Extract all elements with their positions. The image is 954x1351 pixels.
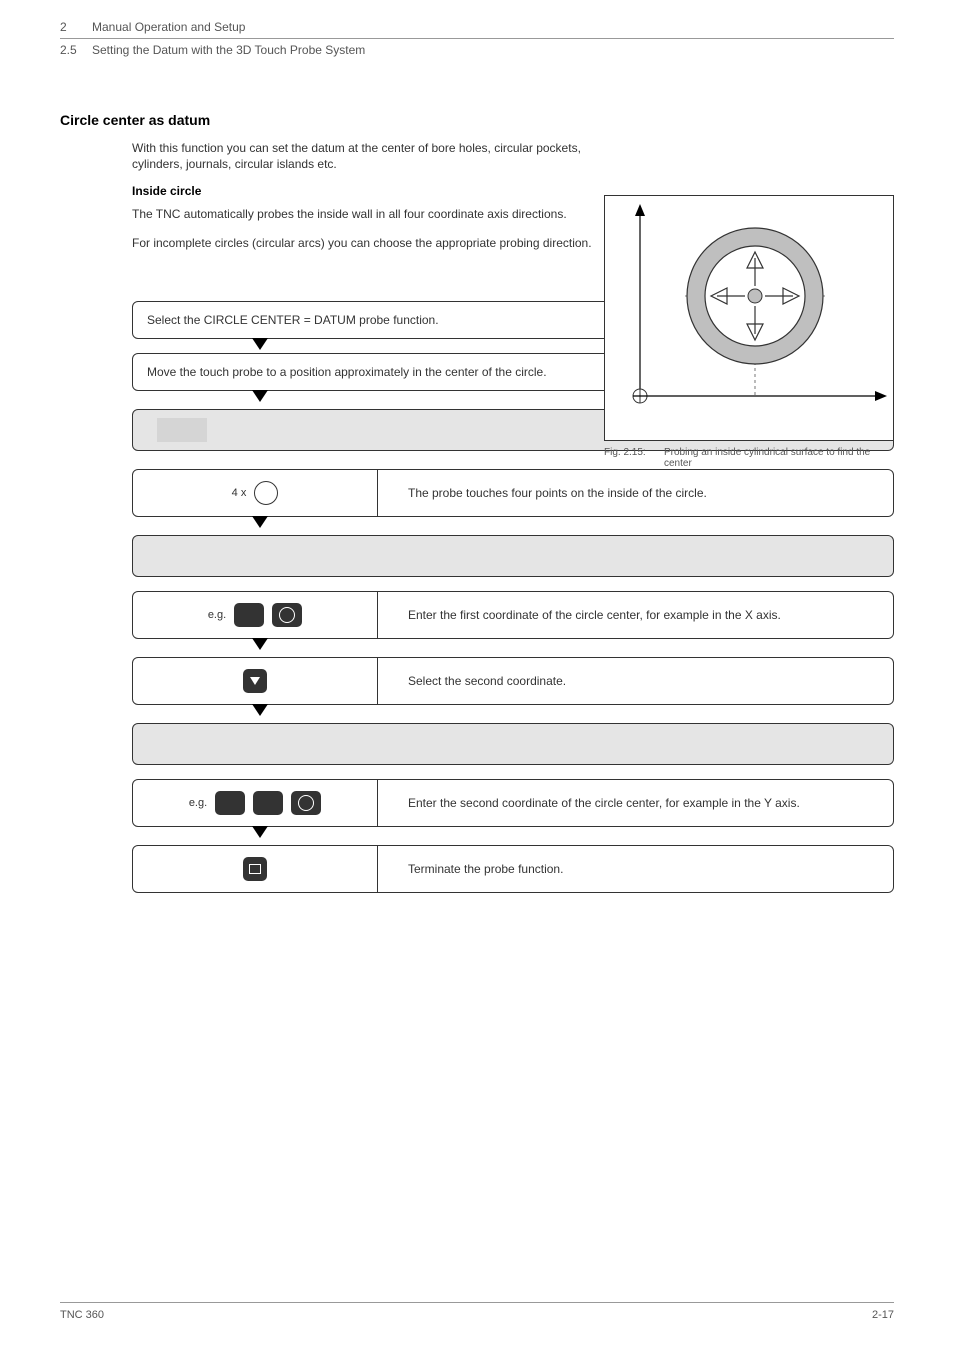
connector bbox=[252, 705, 894, 723]
header-divider bbox=[60, 38, 894, 39]
figure-label: Fig. 2.15: bbox=[604, 447, 664, 469]
figure-caption: Fig. 2.15: Probing an inside cylindrical… bbox=[604, 447, 894, 469]
step-second-coord: e.g. Enter the second coordinate of the … bbox=[132, 779, 894, 827]
key-icon bbox=[253, 791, 283, 815]
step-probe-4points: 4 x The probe touches four points on the… bbox=[132, 469, 894, 517]
paragraph-1: The TNC automatically probes the inside … bbox=[132, 206, 602, 222]
step-right: Enter the second coordinate of the circl… bbox=[378, 788, 893, 818]
section-header: 2.5 Setting the Datum with the 3D Touch … bbox=[60, 43, 894, 57]
step-left: e.g. bbox=[133, 780, 378, 826]
step-right: Enter the first coordinate of the circle… bbox=[378, 600, 893, 630]
figure-box bbox=[604, 195, 894, 441]
step-terminate: Terminate the probe function. bbox=[132, 845, 894, 893]
footer-left: TNC 360 bbox=[60, 1309, 104, 1321]
intro-text: With this function you can set the datum… bbox=[132, 140, 602, 172]
section-heading: Circle center as datum bbox=[60, 112, 894, 128]
chapter-header: 2 Manual Operation and Setup bbox=[60, 20, 894, 34]
connector bbox=[252, 517, 894, 535]
four-x-label: 4 x bbox=[232, 487, 247, 499]
connector bbox=[252, 577, 894, 591]
key-icon bbox=[215, 791, 245, 815]
key-icon bbox=[234, 603, 264, 627]
connector bbox=[252, 639, 894, 657]
connector bbox=[252, 827, 894, 845]
step-grey-box bbox=[132, 723, 894, 765]
step-left bbox=[133, 846, 378, 892]
section-num: 2.5 bbox=[60, 43, 92, 57]
step-text: Move the touch probe to a position appro… bbox=[147, 365, 547, 379]
figure-area: Fig. 2.15: Probing an inside cylindrical… bbox=[604, 195, 894, 469]
arrow-down-icon bbox=[252, 338, 268, 350]
arrow-down-icon bbox=[252, 638, 268, 650]
page-footer: TNC 360 2-17 bbox=[60, 1302, 894, 1321]
step-text: Select the CIRCLE CENTER = DATUM probe f… bbox=[147, 313, 439, 327]
probe-diagram-svg bbox=[605, 196, 893, 440]
key-circle-icon bbox=[291, 791, 321, 815]
circle-outline-icon bbox=[254, 481, 278, 505]
chapter-num: 2 bbox=[60, 20, 92, 34]
arrow-down-icon bbox=[252, 390, 268, 402]
arrow-down-icon bbox=[252, 826, 268, 838]
step-select-second: Select the second coordinate. bbox=[132, 657, 894, 705]
grey-rect-icon bbox=[157, 418, 207, 442]
footer-right: 2-17 bbox=[872, 1309, 894, 1321]
step-left: e.g. bbox=[133, 592, 378, 638]
step-left bbox=[133, 658, 378, 704]
key-down-icon bbox=[243, 669, 267, 693]
arrow-down-icon bbox=[252, 516, 268, 528]
arrow-down-icon bbox=[252, 704, 268, 716]
paragraph-2: For incomplete circles (circular arcs) y… bbox=[132, 235, 602, 251]
connector bbox=[252, 765, 894, 779]
step-right: The probe touches four points on the ins… bbox=[378, 478, 893, 508]
chapter-title: Manual Operation and Setup bbox=[92, 20, 245, 34]
eg-label: e.g. bbox=[208, 609, 226, 621]
step-right: Terminate the probe function. bbox=[378, 854, 893, 884]
figure-caption-text: Probing an inside cylindrical surface to… bbox=[664, 447, 894, 469]
step-grey-box bbox=[132, 535, 894, 577]
step-left: 4 x bbox=[133, 470, 378, 516]
section-title: Setting the Datum with the 3D Touch Prob… bbox=[92, 43, 365, 57]
key-circle-icon bbox=[272, 603, 302, 627]
step-right: Select the second coordinate. bbox=[378, 666, 893, 696]
eg-label: e.g. bbox=[189, 797, 207, 809]
key-end-icon bbox=[243, 857, 267, 881]
step-first-coord: e.g. Enter the first coordinate of the c… bbox=[132, 591, 894, 639]
